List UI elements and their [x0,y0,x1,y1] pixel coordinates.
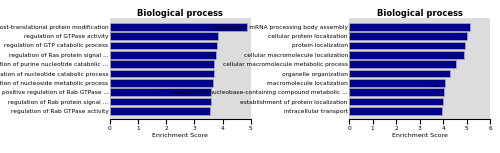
Bar [350,70,450,77]
Title: Biological process: Biological process [138,9,224,18]
Bar [110,107,210,115]
Bar [110,79,212,87]
Bar [350,88,444,96]
Bar [110,60,214,68]
Bar [350,42,466,49]
Bar [110,70,214,77]
Title: Biological process: Biological process [376,9,462,18]
Bar [110,32,218,40]
X-axis label: Enrichment Score: Enrichment Score [152,133,208,138]
Bar [350,32,467,40]
Bar [110,88,212,96]
Bar [350,51,464,59]
Bar [350,98,443,105]
Bar [350,79,446,87]
Bar [110,42,217,49]
Bar [350,23,470,31]
Bar [110,98,212,105]
Bar [110,51,216,59]
Bar [350,60,456,68]
Bar [110,23,246,31]
X-axis label: Enrichment Score: Enrichment Score [392,133,448,138]
Bar [350,107,442,115]
